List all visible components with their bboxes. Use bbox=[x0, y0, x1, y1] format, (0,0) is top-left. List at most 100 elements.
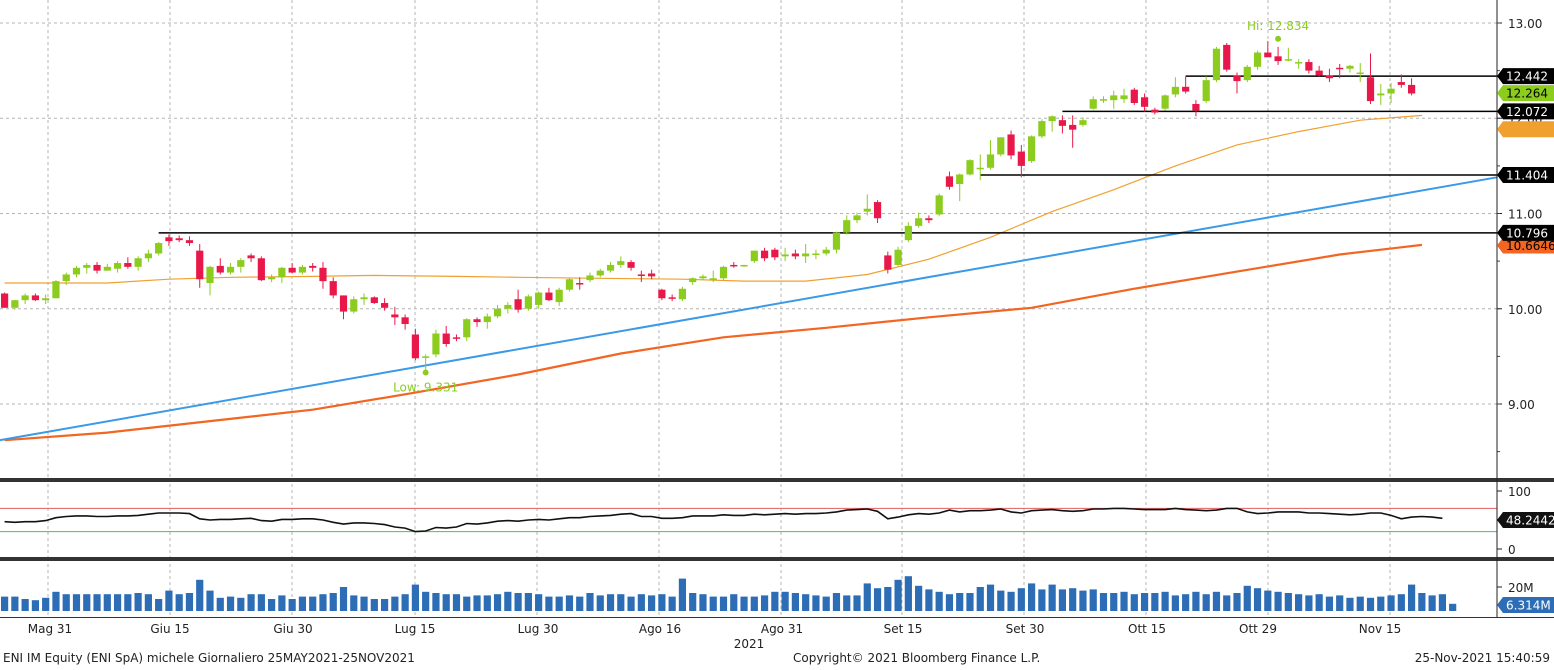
volume-bar bbox=[1336, 595, 1344, 611]
volume-bar bbox=[1315, 594, 1323, 611]
candle-body bbox=[812, 253, 820, 256]
y-tick-label: 11.00 bbox=[1508, 208, 1542, 222]
x-tick-label: Mag 31 bbox=[28, 622, 72, 636]
volume-bar bbox=[155, 599, 163, 611]
price-label-boxes: 12.264 10.6646 12.442 12.072 11.404 10.796 48.… bbox=[1497, 68, 1554, 613]
footer-security-info: ENI IM Equity (ENI SpA) michele Giornali… bbox=[3, 651, 415, 665]
volume-bar bbox=[627, 596, 635, 611]
candle-body bbox=[1264, 52, 1272, 58]
rsi-tick-label: 0 bbox=[1508, 543, 1516, 557]
volume-bar bbox=[11, 596, 19, 611]
volume-bar bbox=[843, 595, 851, 611]
volume-bar bbox=[915, 585, 923, 611]
price-box-2-box bbox=[1497, 237, 1554, 254]
candle-body bbox=[1140, 97, 1149, 107]
rsi-last-box-text: 48.2442 bbox=[1506, 514, 1554, 528]
rsi-tick-label: 100 bbox=[1508, 485, 1531, 499]
rsi-line bbox=[4, 507, 1443, 533]
volume-bar bbox=[925, 589, 933, 611]
volume-bar bbox=[524, 593, 532, 611]
candle-body bbox=[1110, 95, 1118, 101]
candle-body bbox=[535, 292, 543, 305]
price-box-1-box bbox=[1497, 121, 1554, 138]
volume-bar bbox=[740, 596, 748, 611]
volume-bar bbox=[21, 599, 29, 611]
volume-bar bbox=[247, 594, 255, 611]
volume-bar bbox=[709, 596, 717, 611]
candle-body bbox=[863, 208, 871, 212]
candle-body bbox=[206, 266, 214, 284]
candle-body bbox=[524, 296, 532, 309]
candle-body bbox=[1130, 89, 1138, 104]
candle-body bbox=[822, 249, 830, 254]
candle-body bbox=[555, 289, 563, 303]
candle-body bbox=[268, 277, 276, 280]
volume-bar bbox=[319, 594, 327, 611]
candle-body bbox=[843, 220, 851, 233]
candle-body bbox=[935, 195, 943, 215]
candle-body bbox=[83, 264, 91, 268]
volume-bar bbox=[1325, 596, 1334, 611]
volume-bar bbox=[1171, 595, 1179, 611]
volume-bar bbox=[1161, 591, 1169, 611]
candle-body bbox=[699, 276, 707, 279]
volume-bar bbox=[545, 596, 553, 611]
volume-bar bbox=[1120, 591, 1128, 611]
candle-body bbox=[103, 266, 111, 271]
volume-bar bbox=[966, 593, 974, 611]
x-tick-label: Lug 15 bbox=[395, 622, 436, 636]
candle-body bbox=[380, 303, 389, 308]
candle-body bbox=[1315, 70, 1323, 76]
volume-bar bbox=[360, 596, 368, 611]
volume-bar bbox=[668, 596, 676, 611]
x-tick-label: Ott 15 bbox=[1128, 622, 1166, 636]
candle-body bbox=[1295, 62, 1303, 64]
x-tick-label: Giu 30 bbox=[273, 622, 312, 636]
candle-body bbox=[1099, 99, 1108, 101]
volume-bar bbox=[689, 593, 697, 611]
moving-average-line-0 bbox=[4, 114, 1422, 284]
volume-bar bbox=[812, 595, 820, 611]
volume-bar bbox=[103, 594, 111, 611]
volume-bar bbox=[144, 594, 152, 611]
panel-separators bbox=[0, 478, 1554, 618]
x-tick-label: Lug 30 bbox=[518, 622, 559, 636]
volume-bar bbox=[1264, 590, 1272, 611]
candle-body bbox=[1325, 75, 1334, 79]
candle-body bbox=[904, 225, 912, 241]
volume-last-box-box bbox=[1497, 597, 1554, 613]
volume-bar bbox=[185, 593, 194, 611]
volume-bar bbox=[535, 594, 543, 611]
volume-panel bbox=[0, 576, 1457, 611]
volume-bar bbox=[873, 588, 882, 611]
volume-bar bbox=[1418, 593, 1426, 611]
candle-body bbox=[1284, 59, 1292, 61]
volume-bar bbox=[719, 596, 728, 611]
candle-body bbox=[432, 333, 440, 355]
volume-bar bbox=[945, 594, 954, 611]
candle-body bbox=[401, 317, 409, 324]
candle-body bbox=[1397, 82, 1405, 85]
annotation-marker bbox=[1275, 35, 1282, 42]
candle-body bbox=[62, 274, 70, 282]
candle-body bbox=[370, 297, 378, 304]
candle-body bbox=[802, 253, 810, 257]
candle-body bbox=[463, 319, 471, 338]
candle-body bbox=[1069, 124, 1077, 130]
candle-body bbox=[144, 253, 152, 259]
candle-body bbox=[617, 261, 625, 265]
candle-body bbox=[216, 265, 224, 273]
candle-body bbox=[350, 299, 358, 312]
volume-bar bbox=[596, 595, 604, 611]
volume-bar bbox=[1038, 589, 1046, 611]
volume-bar bbox=[863, 583, 871, 611]
candle-body bbox=[1336, 67, 1344, 70]
x-tick-label: Set 15 bbox=[884, 622, 923, 636]
candle-body bbox=[1387, 88, 1395, 94]
candle-body bbox=[565, 279, 574, 290]
volume-bar bbox=[411, 584, 419, 611]
candle-body bbox=[155, 243, 163, 254]
volume-bar bbox=[606, 594, 615, 611]
volume-tick-label: 20M bbox=[1508, 581, 1534, 595]
